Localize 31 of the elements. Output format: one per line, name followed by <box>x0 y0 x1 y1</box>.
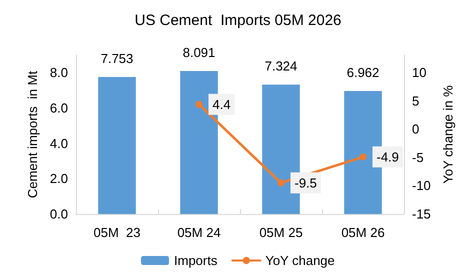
y2-tick-label: 5 <box>412 93 420 108</box>
data-label: 4.4 <box>212 96 231 112</box>
point <box>196 100 202 108</box>
x-tick-label: 05M 25 <box>259 225 303 240</box>
data-label: 8.091 <box>182 45 216 60</box>
x-tick-label: 05M 23 <box>94 225 140 240</box>
y2-axis-title: YoY change in % <box>440 84 456 184</box>
x-tick-label: 05M 24 <box>177 225 221 240</box>
point <box>278 179 284 186</box>
y2-tick-label: -10 <box>412 178 431 194</box>
chart-title: US Cement Imports 05M 2026 <box>134 12 342 29</box>
y-tick-label: 0.0 <box>50 206 68 222</box>
data-label: 7.753 <box>100 51 134 66</box>
y-tick-label: 6.0 <box>50 100 68 116</box>
data-label: -9.5 <box>294 175 317 190</box>
y2-tick-label: -15 <box>412 206 431 222</box>
y-tick-label: 4.0 <box>50 136 68 151</box>
legend-label: Imports <box>174 253 218 268</box>
legend-label: YoY change <box>265 253 335 268</box>
data-label: -4.9 <box>376 149 399 164</box>
y2-tick-label: 10 <box>412 65 426 80</box>
x-tick-label: 05M 26 <box>341 225 385 240</box>
bar <box>98 77 136 214</box>
y-axis-title: Cement imports in Mt <box>25 70 40 198</box>
y2-tick-label: 0 <box>412 122 420 137</box>
data-label: 7.324 <box>264 58 298 74</box>
y-tick-label: 8.0 <box>50 65 68 80</box>
y2-tick-label: -5 <box>412 150 424 165</box>
data-label: 6.962 <box>346 65 380 80</box>
point <box>360 153 366 160</box>
y-tick-label: 2.0 <box>50 171 68 186</box>
